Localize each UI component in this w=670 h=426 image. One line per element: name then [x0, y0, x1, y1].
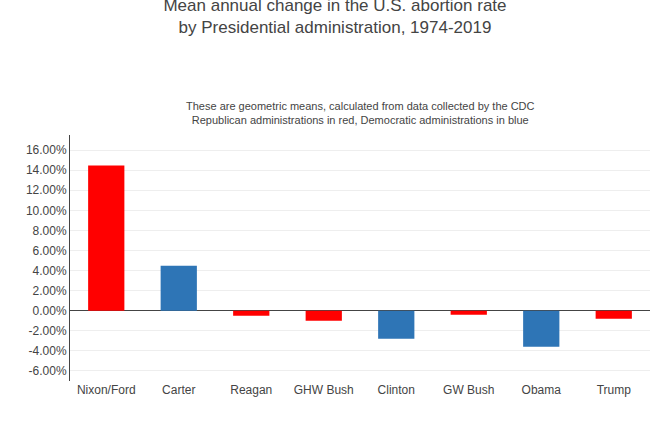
svg-text:Clinton: Clinton	[378, 383, 415, 397]
svg-text:12.00%: 12.00%	[26, 183, 67, 197]
svg-text:14.00%: 14.00%	[26, 163, 67, 177]
svg-text:Nixon/Ford: Nixon/Ford	[77, 383, 136, 397]
svg-text:Trump: Trump	[597, 383, 632, 397]
svg-text:6.00%: 6.00%	[33, 244, 67, 258]
svg-text:Obama: Obama	[522, 383, 562, 397]
svg-text:8.00%: 8.00%	[33, 224, 67, 238]
svg-text:0.00%: 0.00%	[33, 304, 67, 318]
svg-text:-2.00%: -2.00%	[29, 324, 67, 338]
svg-text:-6.00%: -6.00%	[29, 364, 67, 378]
svg-text:Reagan: Reagan	[230, 383, 272, 397]
svg-text:Mean annual change in the U.S.: Mean annual change in the U.S. abortion …	[163, 0, 506, 37]
svg-text:4.00%: 4.00%	[33, 264, 67, 278]
svg-text:GW Bush: GW Bush	[443, 383, 494, 397]
svg-text:These are geometric means, cal: These are geometric means, calculated fr…	[186, 100, 535, 126]
svg-text:2.00%: 2.00%	[33, 284, 67, 298]
svg-text:-4.00%: -4.00%	[29, 344, 67, 358]
svg-text:10.00%: 10.00%	[26, 204, 67, 218]
svg-text:GHW Bush: GHW Bush	[294, 383, 354, 397]
svg-text:16.00%: 16.00%	[26, 143, 67, 157]
svg-text:Carter: Carter	[162, 383, 195, 397]
